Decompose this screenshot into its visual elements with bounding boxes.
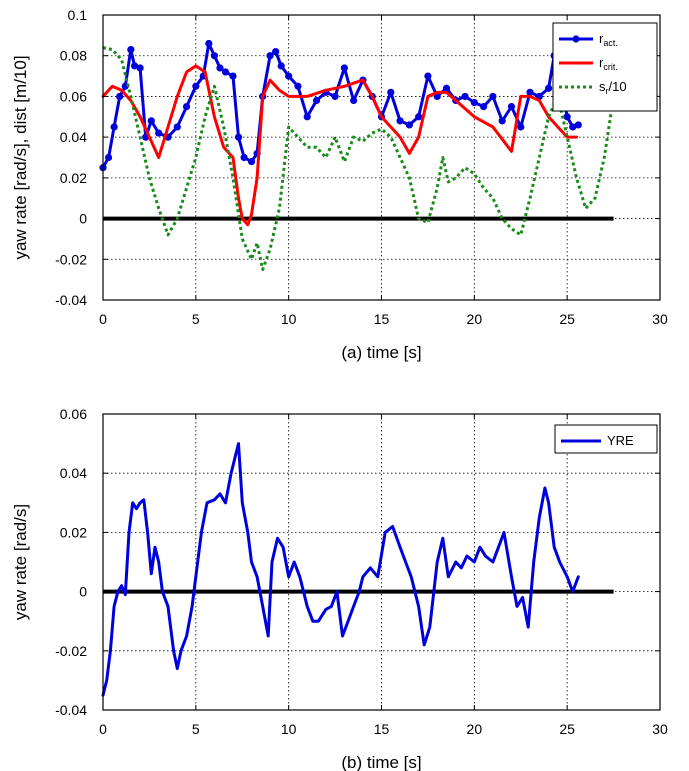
- y-axis-label: yaw rate [rad/s], dist [m/10]: [11, 55, 30, 259]
- y-tick-label: -0.04: [55, 702, 87, 718]
- data-point: [247, 157, 256, 166]
- x-tick-label: 20: [467, 721, 483, 737]
- data-point: [210, 52, 218, 60]
- data-point: [312, 96, 321, 105]
- x-tick-label: 10: [281, 311, 297, 327]
- data-point: [173, 123, 181, 131]
- x-tick-label: 15: [374, 311, 390, 327]
- data-point: [461, 92, 469, 101]
- y-tick-label: 0.04: [60, 465, 87, 481]
- y-tick-label: 0.02: [60, 524, 87, 540]
- series-line-a-1: [101, 64, 578, 227]
- data-point: [127, 46, 135, 54]
- data-point: [350, 96, 358, 105]
- x-axis-label: (a) time [s]: [341, 343, 421, 362]
- data-point: [130, 62, 139, 70]
- data-point: [155, 129, 163, 137]
- data-point: [387, 88, 395, 96]
- data-point: [110, 123, 118, 131]
- data-point: [569, 123, 577, 131]
- x-tick-label: 10: [281, 721, 297, 737]
- y-tick-label: -0.02: [55, 643, 87, 659]
- x-tick-label: 20: [467, 311, 483, 327]
- y-tick-label: 0.02: [60, 170, 87, 186]
- x-tick-label: 5: [192, 721, 200, 737]
- x-tick-label: 0: [99, 721, 107, 737]
- legend-label: rcrit.: [599, 55, 618, 72]
- data-point: [216, 64, 224, 72]
- data-point: [147, 117, 155, 125]
- data-point: [526, 88, 534, 96]
- legend-label: sr/10: [599, 79, 627, 96]
- y-axis-label: yaw rate [rad/s]: [11, 504, 30, 620]
- data-point: [498, 117, 506, 125]
- data-point: [136, 64, 144, 72]
- data-point: [480, 103, 488, 111]
- data-point: [424, 72, 432, 80]
- data-point: [182, 103, 191, 111]
- x-axis-label: (b) time [s]: [341, 753, 421, 771]
- y-tick-label: 0.06: [60, 406, 87, 422]
- data-point: [234, 133, 243, 141]
- data-point: [489, 92, 497, 101]
- legend-marker: [572, 35, 580, 43]
- data-point: [266, 52, 274, 60]
- data-point: [507, 103, 516, 111]
- data-point: [415, 113, 423, 121]
- data-point: [442, 84, 451, 92]
- data-point: [205, 39, 213, 48]
- y-tick-label: 0.1: [68, 7, 88, 23]
- data-point: [563, 113, 571, 121]
- data-point: [240, 153, 248, 162]
- data-point: [396, 117, 404, 125]
- y-tick-label: 0.04: [60, 129, 87, 145]
- y-tick-label: 0: [79, 211, 87, 227]
- data-point: [303, 113, 311, 121]
- data-point: [277, 62, 285, 70]
- legend-label: ract.: [599, 31, 618, 48]
- data-point: [272, 48, 280, 56]
- data-point: [229, 72, 237, 80]
- legend: ract. rcrit. sr/10: [552, 22, 658, 112]
- data-point: [116, 92, 124, 101]
- data-point: [192, 82, 200, 90]
- data-point: [340, 64, 348, 72]
- data-point: [574, 121, 582, 129]
- data-point: [221, 68, 230, 76]
- data-point: [285, 72, 293, 80]
- data-point: [517, 123, 525, 131]
- legend-box: [554, 424, 658, 454]
- x-tick-label: 15: [374, 721, 390, 737]
- y-tick-label: 0.08: [60, 48, 87, 64]
- series-line-a-2: [102, 46, 616, 271]
- x-tick-label: 5: [192, 311, 200, 327]
- y-tick-label: -0.02: [55, 251, 87, 267]
- data-point: [470, 98, 478, 107]
- data-point: [294, 82, 302, 90]
- x-tick-label: 30: [652, 311, 668, 327]
- chart-a: 0 5 10 15 20 25 30 -0.04 -0.02 0 0.02 0.04 0.06 0.08 0…: [11, 7, 668, 362]
- x-tick-label: 25: [559, 311, 575, 327]
- data-point: [405, 121, 413, 129]
- data-point: [331, 92, 339, 101]
- y-tick-label: -0.04: [55, 292, 87, 308]
- x-tick-label: 30: [652, 721, 668, 737]
- y-tick-label: 0.06: [60, 88, 87, 104]
- data-point: [104, 153, 113, 162]
- data-point: [545, 84, 553, 92]
- legend: YRE: [554, 424, 658, 454]
- legend-label: YRE: [607, 433, 634, 448]
- x-tick-label: 25: [559, 721, 575, 737]
- chart-b: 0 5 10 15 20 25 30 -0.04 -0.02 0 0.02 0.04 0.06 (b) t…: [11, 406, 668, 771]
- series-line-b-0: [101, 442, 580, 697]
- x-tick-label: 0: [99, 311, 107, 327]
- y-tick-label: 0: [79, 584, 87, 600]
